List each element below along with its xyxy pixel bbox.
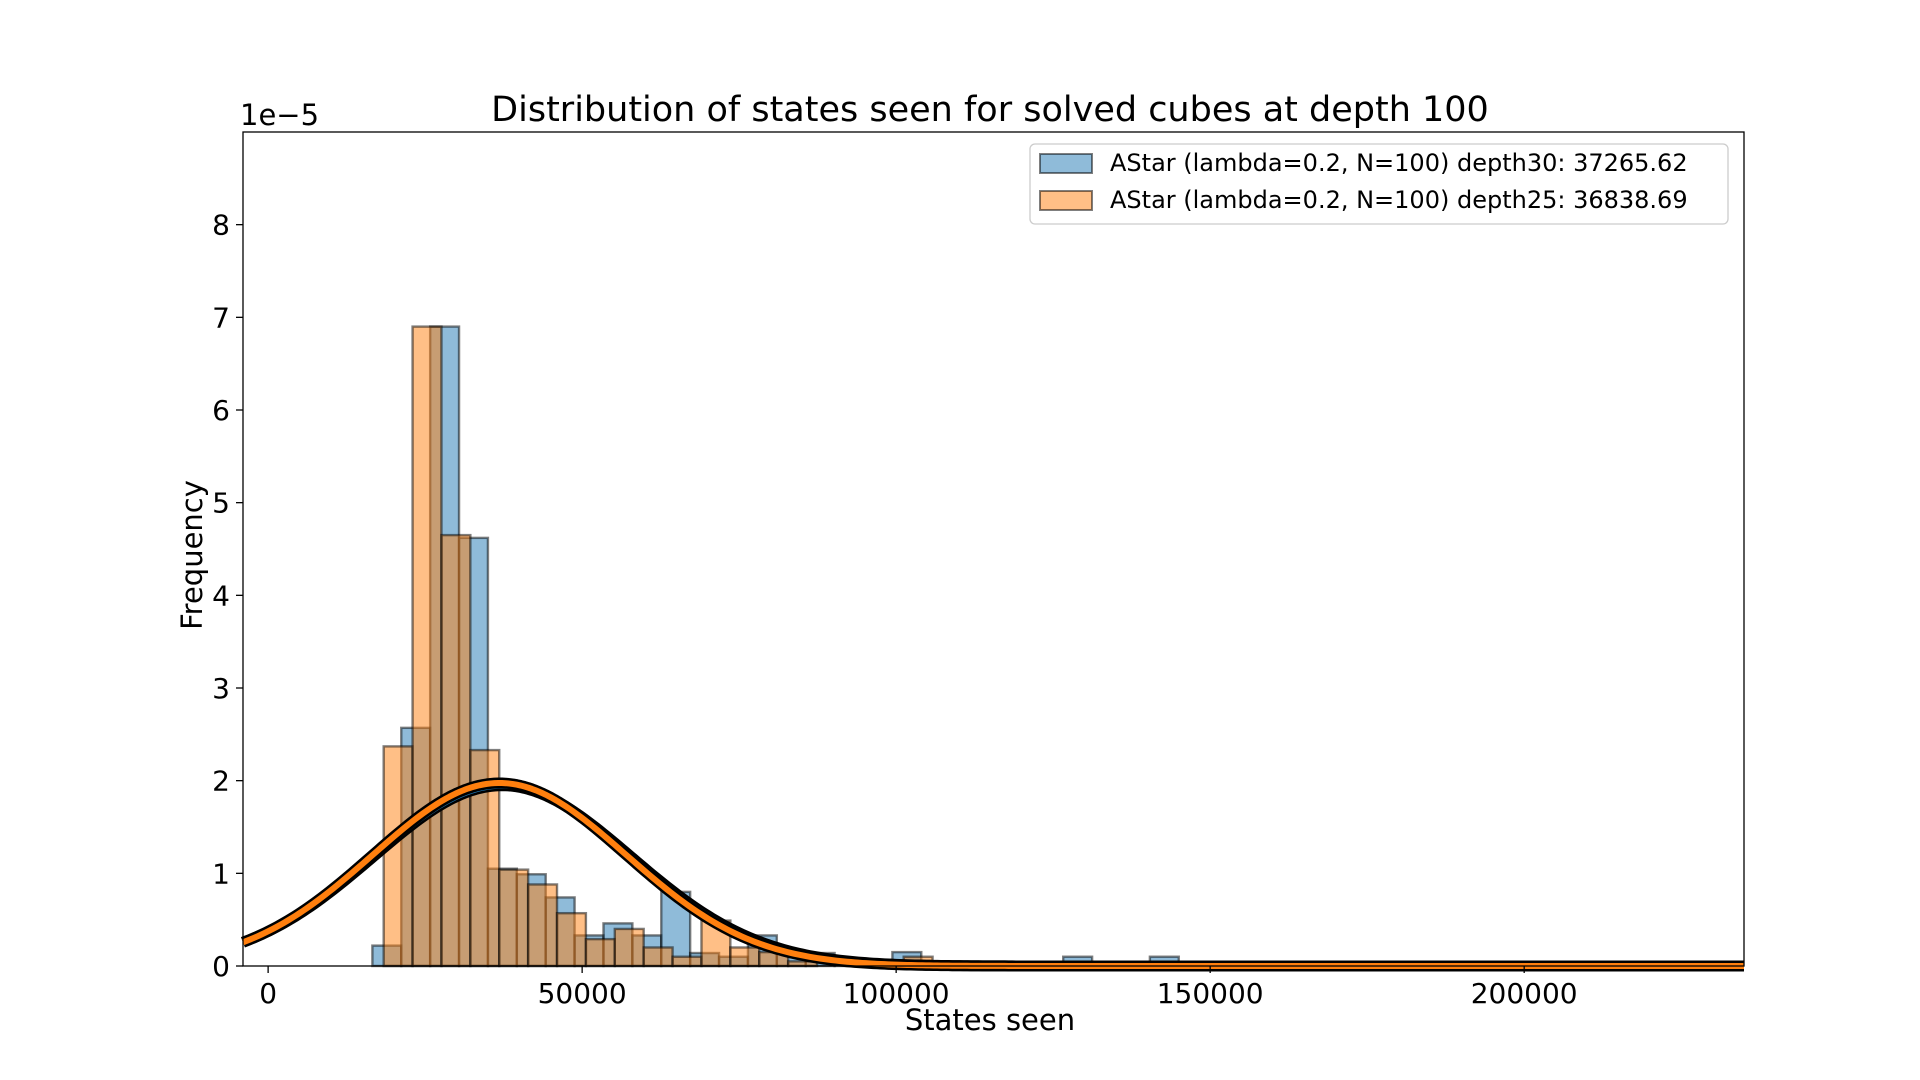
x-tick-label-3: 150000 (1157, 977, 1264, 1010)
y-tick-label-8: 8 (212, 209, 230, 242)
series-1-bar-0 (382, 745, 414, 968)
y-tick-label-3: 3 (212, 672, 230, 705)
x-tick-label-2: 100000 (843, 977, 950, 1010)
series-1-bar-4 (498, 868, 530, 968)
legend-box (1029, 143, 1729, 225)
legend-swatch-0 (1039, 153, 1093, 174)
plot-area (241, 325, 1746, 972)
x-tick-label-4: 200000 (1471, 977, 1578, 1010)
series-1-bar-5 (526, 883, 559, 968)
series-1-bar-7 (584, 937, 616, 968)
y-tick-label-5: 5 (212, 487, 230, 520)
series-1-bars (382, 325, 934, 968)
y-tick-label-7: 7 (212, 301, 230, 334)
series-1-bar-1 (411, 325, 443, 968)
y-tick-label-0: 0 (212, 950, 230, 983)
y-tick-label-4: 4 (212, 579, 230, 612)
x-tick-label-0: 0 (259, 977, 277, 1010)
legend: AStar (lambda=0.2, N=100) depth30: 37265… (1029, 143, 1729, 225)
legend-label-1: AStar (lambda=0.2, N=100) depth25: 36838… (1110, 186, 1688, 214)
series-1-bar-9 (642, 946, 674, 968)
series-1-bar-8 (613, 927, 645, 968)
y-tick-label-6: 6 (212, 394, 230, 427)
y-tick-label-1: 1 (212, 857, 230, 890)
y-axis-label: Frequency (175, 480, 209, 630)
y-ticks: 0 1 2 3 4 5 6 7 8 (212, 209, 243, 983)
series-1-bar-2 (440, 533, 472, 968)
y-scale-label: 1e−5 (240, 98, 319, 132)
series-1-bar-12 (729, 946, 761, 968)
x-axis-label: States seen (905, 1003, 1075, 1037)
x-tick-label-1: 50000 (538, 977, 627, 1010)
y-tick-label-2: 2 (212, 765, 230, 798)
x-ticks: 0 50000 100000 150000 200000 (259, 966, 1578, 1010)
chart-title: Distribution of states seen for solved c… (491, 90, 1489, 130)
series-1-bar-6 (555, 911, 588, 968)
plot-frame (242, 131, 1745, 967)
legend-label-0: AStar (lambda=0.2, N=100) depth30: 37265… (1110, 149, 1688, 177)
series-1-bar-10 (671, 955, 703, 968)
legend-swatch-1 (1039, 190, 1093, 211)
